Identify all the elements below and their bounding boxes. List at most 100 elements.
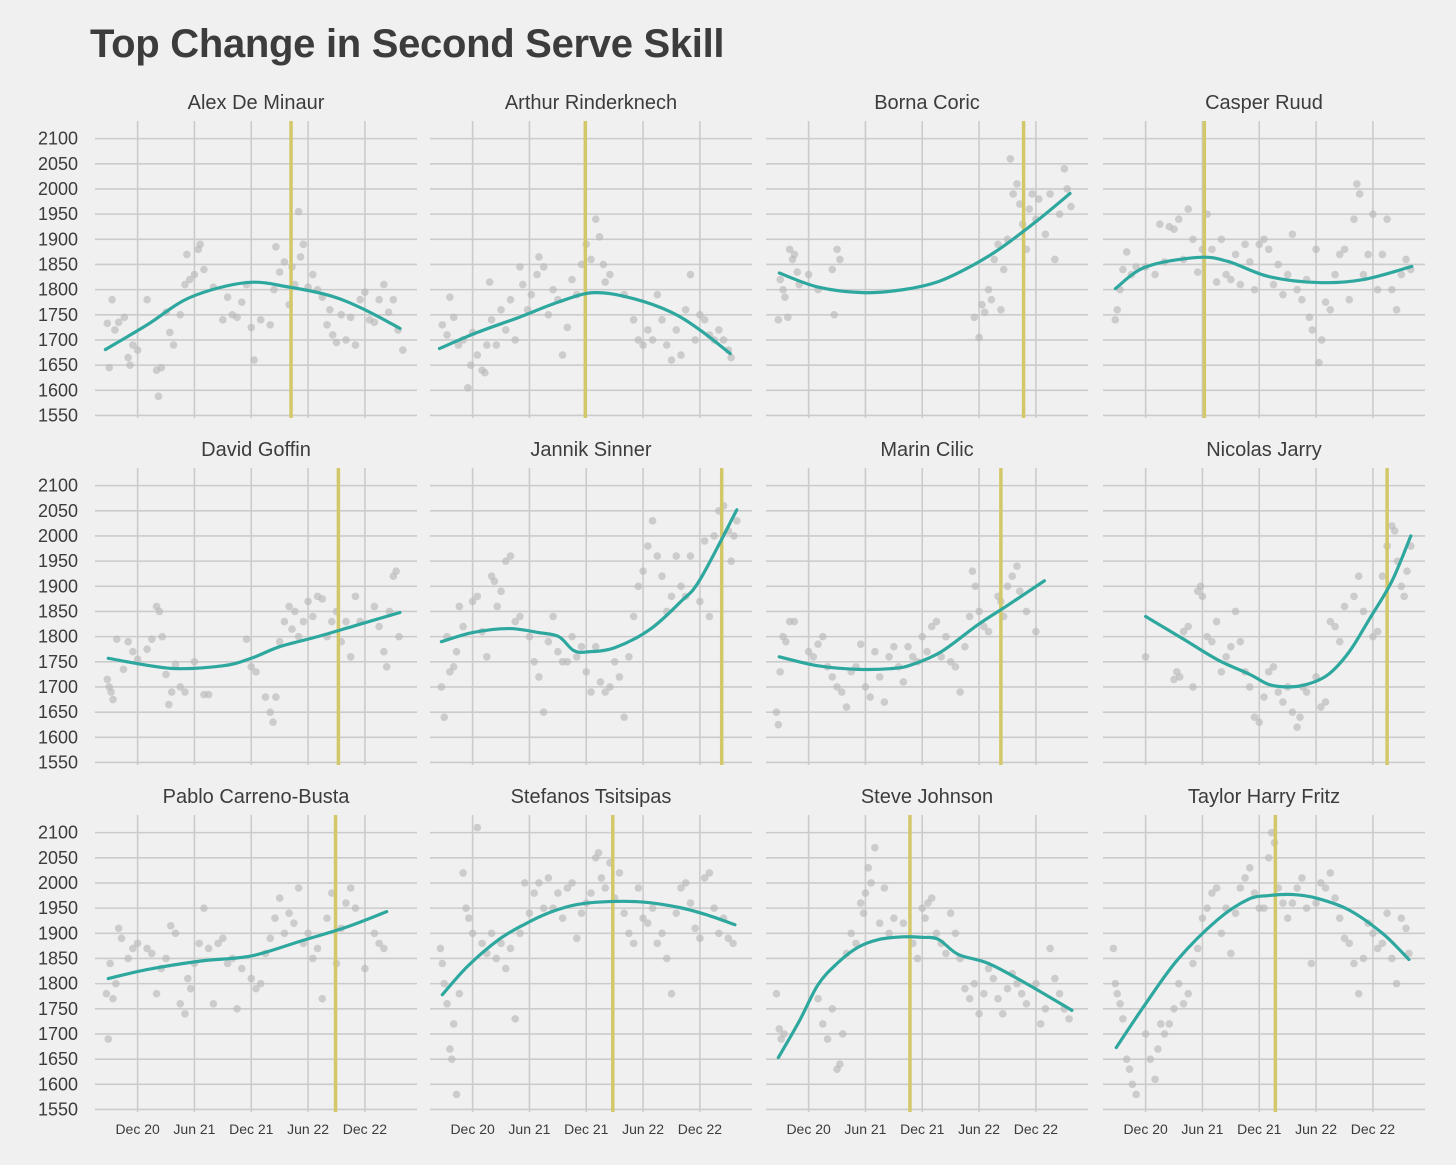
- data-point: [252, 668, 260, 676]
- data-point: [370, 318, 379, 327]
- y-tick-label: 1800: [38, 974, 78, 994]
- data-point: [700, 316, 709, 324]
- data-point: [166, 328, 174, 337]
- data-point: [648, 336, 657, 344]
- panel-jannik-sinner: Jannik Sinner: [430, 439, 752, 765]
- data-point: [814, 994, 822, 1003]
- data-point: [1307, 959, 1316, 968]
- y-tick-label: 1850: [38, 254, 78, 274]
- data-point: [710, 904, 718, 912]
- x-tick-label: Jun 22: [958, 1121, 1000, 1137]
- data-point: [103, 675, 112, 684]
- data-point: [299, 240, 308, 249]
- panel-title: Alex De Minaur: [188, 92, 325, 114]
- data-point: [1293, 884, 1301, 892]
- data-point: [1013, 180, 1021, 188]
- data-point: [219, 934, 227, 943]
- data-point: [1321, 298, 1330, 307]
- data-point: [980, 308, 989, 317]
- data-point: [181, 688, 189, 696]
- data-point: [677, 582, 685, 591]
- data-point: [544, 637, 553, 646]
- data-point: [990, 255, 999, 264]
- data-point: [1208, 637, 1216, 646]
- data-point: [785, 245, 794, 254]
- data-point: [1274, 260, 1283, 269]
- data-point: [107, 688, 115, 696]
- data-point: [1111, 979, 1120, 988]
- data-point: [833, 683, 841, 691]
- data-point: [501, 326, 510, 334]
- data-point: [1184, 989, 1193, 998]
- data-point: [143, 944, 151, 953]
- data-point: [506, 295, 515, 304]
- panel-stefanos-tsitsipas: Stefanos Tsitsipas Dec 20 Jun 21 Dec 21 Jun …: [430, 786, 752, 1137]
- data-point: [1189, 683, 1197, 691]
- data-point: [1111, 316, 1120, 324]
- data-point: [667, 356, 676, 364]
- data-point: [380, 944, 388, 953]
- data-point: [449, 663, 458, 671]
- data-point: [1193, 944, 1202, 953]
- data-point: [819, 632, 827, 641]
- data-point: [696, 934, 704, 943]
- data-point: [980, 989, 988, 998]
- data-point: [1373, 944, 1382, 953]
- data-point: [951, 663, 960, 671]
- data-point: [864, 864, 873, 872]
- data-point: [861, 889, 870, 897]
- data-point: [342, 617, 350, 626]
- data-point: [634, 884, 643, 892]
- data-point: [634, 582, 643, 591]
- data-point: [1317, 336, 1326, 344]
- data-point: [143, 645, 151, 654]
- data-point: [1203, 632, 1211, 641]
- data-point: [597, 874, 606, 882]
- y-tick-label: 1550: [38, 752, 78, 772]
- y-tick-label: 1800: [38, 280, 78, 300]
- data-point: [1231, 607, 1240, 616]
- data-point: [104, 1035, 113, 1043]
- data-point: [686, 552, 695, 560]
- x-tick-label: Dec 22: [678, 1121, 723, 1137]
- panel-alex-de-minaur: Alex De Minaur 1550 1600 1650 1700 1750 1800 18…: [38, 92, 417, 425]
- data-point: [653, 939, 662, 948]
- data-point: [610, 658, 619, 666]
- data-point: [775, 1025, 784, 1033]
- y-tick-label: 2050: [38, 848, 78, 868]
- data-point: [309, 612, 317, 621]
- data-point: [143, 295, 151, 304]
- data-point: [1354, 989, 1363, 998]
- trend-line: [103, 280, 402, 352]
- data-point: [1296, 713, 1304, 721]
- data-point: [148, 949, 156, 958]
- data-point: [1055, 989, 1064, 998]
- data-point: [705, 612, 714, 621]
- data-point: [644, 919, 652, 928]
- data-point: [148, 635, 156, 643]
- data-point: [361, 288, 369, 296]
- trend-line: [1113, 255, 1414, 291]
- data-point: [1383, 909, 1391, 917]
- data-point: [490, 577, 499, 586]
- data-point: [1345, 295, 1354, 304]
- data-point: [965, 612, 974, 621]
- data-point: [327, 889, 336, 897]
- data-point: [1245, 864, 1254, 872]
- trend-line: [1114, 892, 1411, 1050]
- data-point: [1065, 1015, 1073, 1023]
- data-point: [1174, 979, 1183, 988]
- data-point: [1269, 663, 1278, 671]
- data-point: [483, 652, 491, 661]
- data-point: [1122, 248, 1131, 256]
- x-tick-label: Dec 21: [564, 1121, 609, 1137]
- data-point: [927, 894, 936, 902]
- data-point: [1193, 268, 1202, 276]
- data-point: [1369, 210, 1377, 218]
- data-point: [1113, 305, 1122, 314]
- y-tick-label: 1800: [38, 627, 78, 647]
- data-point: [539, 904, 548, 912]
- data-point: [1067, 202, 1075, 211]
- data-point: [133, 346, 142, 354]
- data-point: [1260, 693, 1268, 701]
